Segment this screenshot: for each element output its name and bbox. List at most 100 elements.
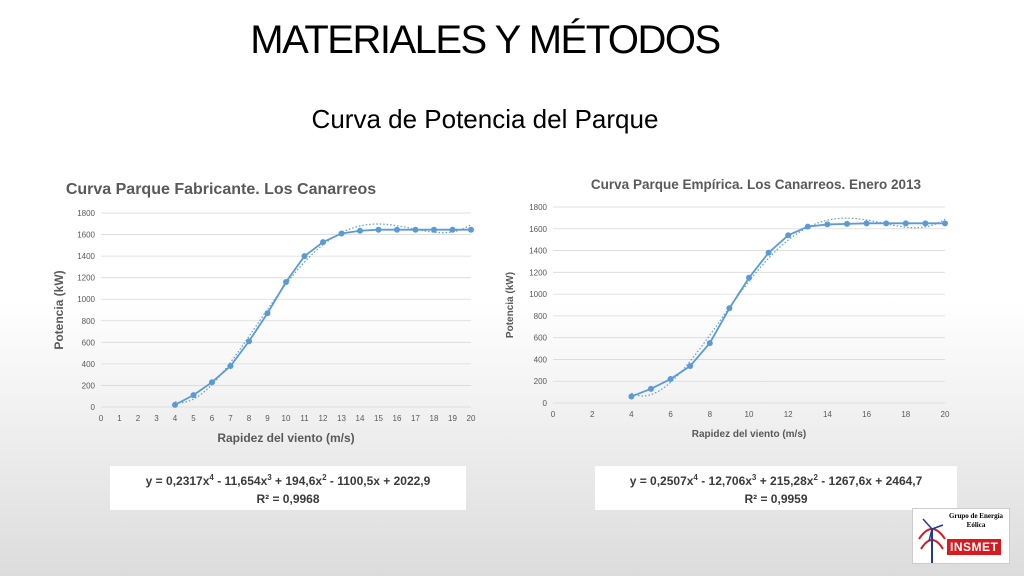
equation-part: - 1267,6x + 2464,7: [817, 474, 923, 488]
data-point: [687, 362, 694, 369]
x-axis-label: Rapidez del viento (m/s): [217, 431, 354, 445]
y-tick-label: 1600: [529, 225, 547, 234]
y-tick-label: 1800: [529, 203, 547, 212]
x-tick-label: 8: [247, 414, 252, 423]
equation-part: y = 0,2317x: [145, 474, 210, 488]
data-point: [844, 220, 850, 227]
x-tick-label: 8: [708, 410, 713, 419]
x-tick-label: 6: [668, 410, 673, 419]
data-point: [264, 310, 271, 317]
y-tick-label: 1200: [77, 274, 95, 283]
equation-part: - 1100,5x + 2022,9: [326, 474, 431, 488]
x-tick-label: 14: [823, 410, 832, 419]
equation-exponent: 4: [693, 473, 698, 482]
data-point: [375, 226, 382, 233]
equation-exponent: 3: [751, 473, 757, 482]
x-tick-label: 10: [282, 414, 291, 423]
chart-fabricante: Curva Parque Fabricante. Los Canarreos 0 2…: [52, 181, 476, 445]
x-tick-label: 20: [941, 410, 950, 419]
series-line: [631, 222, 945, 398]
y-tick-label: 400: [82, 360, 96, 369]
slide-subtitle: Curva de Potencia del Parque: [311, 104, 659, 134]
data-point: [227, 363, 234, 370]
data-point: [922, 220, 929, 227]
x-tick-label: 14: [356, 414, 365, 423]
x-tick-label: 9: [265, 414, 270, 423]
equation-box-fabricante: y = 0,2317x4 - 11,654x3 + 194,6x2 - 1100…: [110, 466, 466, 510]
equation-exponent: 2: [813, 473, 818, 482]
x-tick-label: 16: [393, 414, 402, 423]
data-point: [628, 393, 635, 400]
y-tick-label: 1400: [77, 252, 95, 261]
y-tick-label: 200: [82, 381, 96, 390]
trendline: [631, 217, 946, 397]
equation-part: - 12,706x: [697, 474, 752, 488]
x-tick-label: 7: [228, 414, 233, 423]
y-tick-label: 1000: [77, 295, 95, 304]
x-tick-label: 6: [210, 414, 215, 423]
data-point: [706, 340, 713, 347]
data-point: [468, 226, 474, 233]
equation-box-empirica: y = 0,2507x4 - 12,706x3 + 215,28x2 - 126…: [595, 466, 957, 510]
insmet-logo: Grupo de Energía Eólica INSMET: [912, 508, 1010, 564]
data-point: [648, 385, 654, 392]
x-tick-label: 20: [467, 414, 476, 423]
x-tick-label: 2: [136, 414, 141, 423]
x-tick-label: 0: [551, 410, 556, 419]
chart-title: Curva Parque Fabricante. Los Canarreos: [66, 181, 376, 198]
chart-empirica: Curva Parque Empírica. Los Canarreos. En…: [505, 177, 950, 440]
x-tick-label: 11: [300, 414, 309, 423]
data-point: [765, 249, 772, 256]
data-point: [190, 392, 197, 399]
x-tick-label: 16: [862, 410, 871, 419]
data-point: [785, 232, 792, 239]
data-point: [746, 274, 752, 281]
equation-exponent: 4: [209, 473, 214, 482]
y-tick-label: 600: [534, 334, 548, 343]
x-tick-label: 4: [629, 410, 634, 419]
r-squared: R² = 0,9968: [256, 492, 320, 506]
y-tick-label: 1200: [529, 268, 547, 277]
y-axis-label: Potencia (kW): [52, 270, 66, 349]
y-tick-label: 800: [534, 312, 548, 321]
x-tick-label: 18: [901, 410, 910, 419]
logo-text: Grupo de Energía Eólica: [948, 512, 1004, 529]
y-tick-label: 1600: [77, 231, 95, 240]
trendline-equation: y = 0,2507x4 - 12,706x3 + 215,28x2 - 126…: [595, 472, 957, 490]
data-point: [412, 226, 419, 233]
x-tick-label: 5: [191, 414, 196, 423]
y-tick-label: 0: [91, 403, 96, 412]
data-point: [172, 401, 178, 408]
x-tick-label: 2: [590, 410, 595, 419]
y-tick-label: 200: [534, 377, 548, 386]
data-point: [209, 379, 215, 386]
data-point: [667, 376, 674, 383]
equation-part: - 11,654x: [213, 474, 268, 488]
data-point: [449, 226, 456, 233]
y-tick-label: 1000: [529, 290, 547, 299]
x-tick-label: 1: [117, 414, 122, 423]
data-point: [338, 230, 345, 237]
equation-exponent: 3: [267, 473, 272, 482]
y-tick-label: 0: [543, 399, 548, 408]
x-tick-label: 4: [173, 414, 178, 423]
wind-turbine-icon: [915, 509, 949, 563]
data-point: [902, 220, 909, 227]
data-point: [824, 221, 831, 228]
chart-title: Curva Parque Empírica. Los Canarreos. En…: [591, 177, 922, 192]
equation-part: + 215,28x: [756, 474, 814, 488]
x-tick-label: 12: [784, 410, 793, 419]
x-tick-label: 0: [99, 414, 104, 423]
slide-title: MATERIALES Y MÉTODOS: [250, 18, 721, 62]
x-tick-label: 13: [337, 414, 346, 423]
x-tick-label: 15: [374, 414, 383, 423]
data-point: [863, 220, 870, 227]
x-axis-label: Rapidez del viento (m/s): [692, 429, 806, 440]
x-tick-label: 3: [154, 414, 159, 423]
data-point: [283, 278, 289, 285]
x-tick-label: 19: [448, 414, 457, 423]
y-tick-label: 1800: [77, 209, 95, 218]
r-squared: R² = 0,9959: [744, 492, 808, 506]
x-tick-label: 10: [745, 410, 754, 419]
data-point: [804, 223, 811, 230]
